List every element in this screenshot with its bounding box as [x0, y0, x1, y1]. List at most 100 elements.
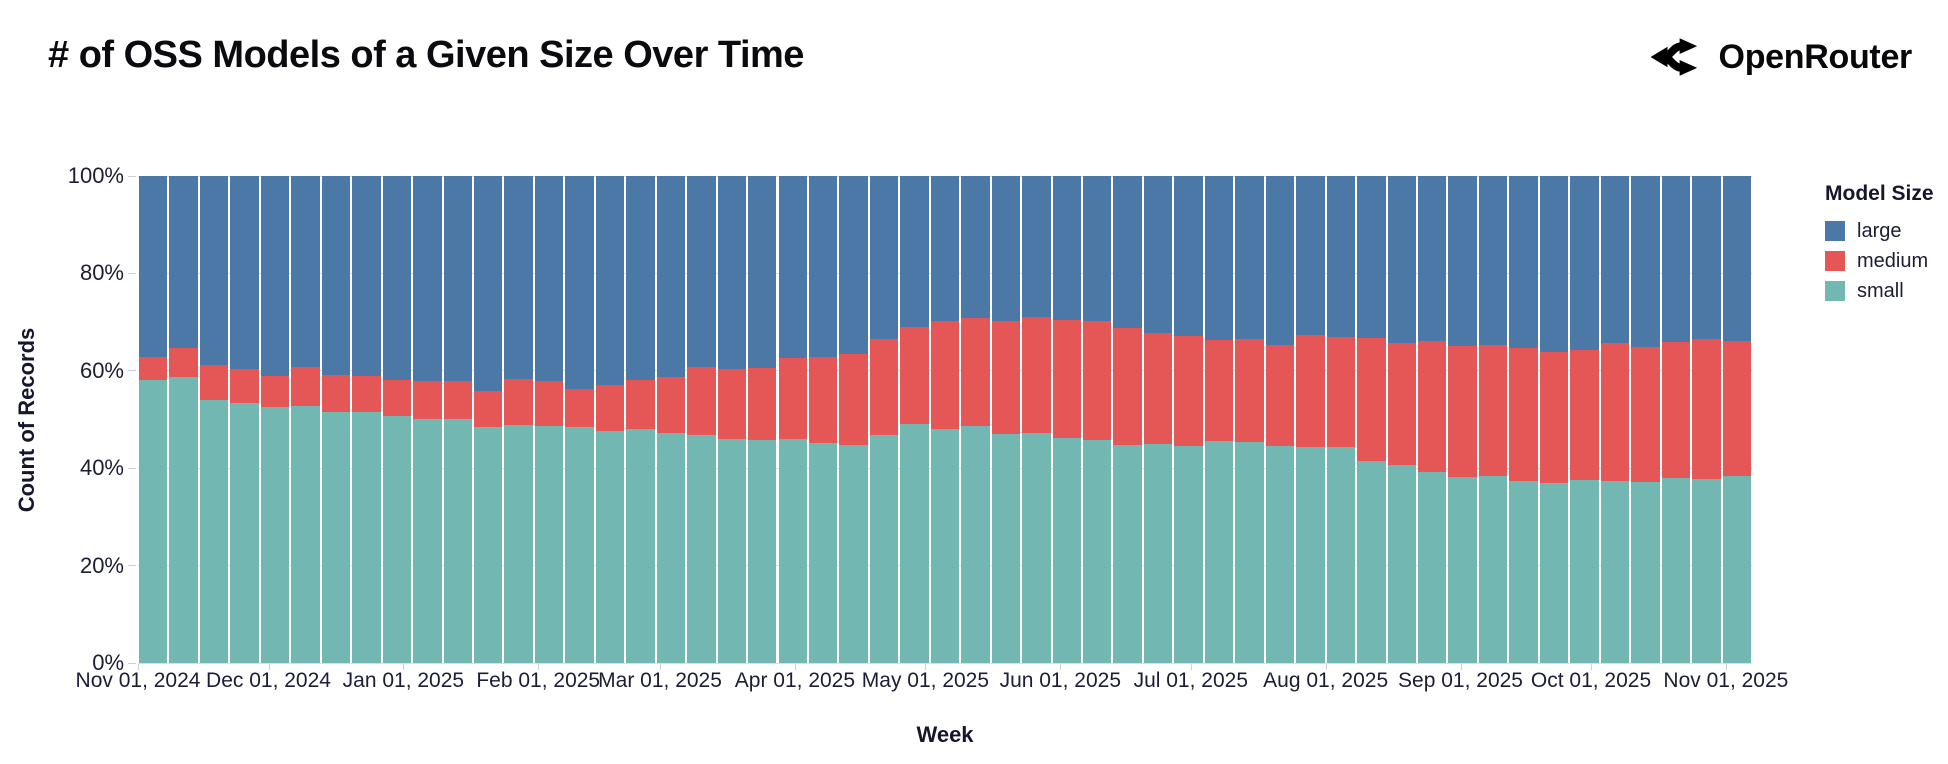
- bar-week-mar-14-2025[interactable]: [717, 176, 747, 663]
- bar-segment-large[interactable]: [443, 176, 472, 382]
- bar-segment-large[interactable]: [1296, 176, 1325, 336]
- bar-segment-large[interactable]: [1326, 176, 1356, 337]
- bar-segment-medium[interactable]: [534, 381, 564, 426]
- bar-segment-small[interactable]: [1357, 460, 1386, 663]
- bar-segment-large[interactable]: [1022, 176, 1051, 318]
- bar-segment-medium[interactable]: [1418, 341, 1447, 472]
- bar-week-apr-18-2025[interactable]: [869, 176, 899, 663]
- bar-segment-small[interactable]: [961, 425, 990, 663]
- bar-segment-small[interactable]: [321, 412, 351, 663]
- bar-segment-medium[interactable]: [839, 354, 868, 445]
- bar-week-may-16-2025[interactable]: [991, 176, 1021, 663]
- bar-week-may-09-2025[interactable]: [961, 176, 990, 663]
- bar-segment-medium[interactable]: [169, 348, 198, 378]
- bar-segment-medium[interactable]: [382, 379, 412, 416]
- bar-segment-small[interactable]: [1448, 477, 1477, 663]
- bar-segment-large[interactable]: [1539, 176, 1569, 352]
- bar-segment-small[interactable]: [1387, 464, 1416, 663]
- bar-segment-medium[interactable]: [565, 389, 594, 427]
- bar-week-mar-21-2025[interactable]: [748, 176, 777, 663]
- bar-week-may-30-2025[interactable]: [1052, 176, 1082, 663]
- openrouter-brand[interactable]: OpenRouter: [1647, 28, 1912, 86]
- bar-week-aug-01-2025[interactable]: [1326, 176, 1356, 663]
- bar-week-oct-24-2025[interactable]: [1692, 176, 1721, 663]
- bar-segment-medium[interactable]: [1539, 351, 1569, 483]
- bar-week-jul-18-2025[interactable]: [1265, 176, 1295, 663]
- bar-segment-small[interactable]: [199, 399, 229, 663]
- bar-segment-small[interactable]: [169, 377, 198, 663]
- bar-segment-medium[interactable]: [199, 365, 229, 400]
- bar-segment-large[interactable]: [565, 176, 594, 390]
- bar-segment-large[interactable]: [595, 176, 625, 385]
- bar-segment-medium[interactable]: [1326, 336, 1356, 448]
- bar-week-nov-08-2024[interactable]: [169, 176, 198, 663]
- bar-week-jul-04-2025[interactable]: [1204, 176, 1234, 663]
- bar-week-jan-03-2025[interactable]: [413, 176, 442, 663]
- bar-segment-medium[interactable]: [595, 384, 625, 431]
- bar-segment-large[interactable]: [1113, 176, 1142, 328]
- bar-week-jun-13-2025[interactable]: [1113, 176, 1142, 663]
- bar-segment-large[interactable]: [1448, 176, 1477, 346]
- bar-segment-small[interactable]: [839, 444, 868, 663]
- bar-segment-medium[interactable]: [808, 357, 838, 443]
- bar-segment-large[interactable]: [169, 176, 198, 349]
- bar-week-may-23-2025[interactable]: [1022, 176, 1051, 663]
- bar-week-jan-10-2025[interactable]: [443, 176, 472, 663]
- bar-week-mar-28-2025[interactable]: [778, 176, 807, 663]
- bar-segment-large[interactable]: [1600, 176, 1630, 343]
- bar-segment-large[interactable]: [687, 176, 716, 368]
- bar-segment-small[interactable]: [443, 419, 472, 663]
- bar-segment-large[interactable]: [1722, 176, 1751, 342]
- bar-segment-large[interactable]: [991, 176, 1021, 321]
- bar-week-oct-03-2025[interactable]: [1600, 176, 1630, 663]
- bar-week-apr-25-2025[interactable]: [900, 176, 929, 663]
- bar-segment-medium[interactable]: [1235, 339, 1264, 442]
- bar-week-sep-12-2025[interactable]: [1509, 176, 1538, 663]
- bar-segment-medium[interactable]: [748, 367, 777, 440]
- bar-segment-large[interactable]: [1143, 176, 1173, 333]
- bar-segment-large[interactable]: [748, 176, 777, 368]
- bar-week-jan-31-2025[interactable]: [534, 176, 564, 663]
- bar-week-may-02-2025[interactable]: [930, 176, 960, 663]
- bar-segment-small[interactable]: [291, 405, 320, 663]
- bar-week-dec-13-2024[interactable]: [321, 176, 351, 663]
- bar-segment-medium[interactable]: [413, 381, 442, 419]
- bar-segment-small[interactable]: [1478, 476, 1508, 663]
- legend-item-small[interactable]: small: [1825, 281, 1934, 301]
- bar-week-aug-15-2025[interactable]: [1387, 176, 1416, 663]
- bar-segment-medium[interactable]: [1448, 345, 1477, 478]
- legend-item-medium[interactable]: medium: [1825, 251, 1934, 271]
- bar-segment-medium[interactable]: [1570, 349, 1599, 480]
- bar-segment-medium[interactable]: [321, 375, 351, 413]
- bar-segment-large[interactable]: [1235, 176, 1264, 340]
- bar-segment-small[interactable]: [413, 419, 442, 663]
- bar-segment-large[interactable]: [1661, 176, 1691, 342]
- bar-week-oct-10-2025[interactable]: [1631, 176, 1660, 663]
- bar-segment-medium[interactable]: [1387, 342, 1416, 465]
- bar-segment-large[interactable]: [1052, 176, 1082, 321]
- bar-week-jan-24-2025[interactable]: [504, 176, 533, 663]
- bar-week-apr-04-2025[interactable]: [808, 176, 838, 663]
- bar-week-oct-17-2025[interactable]: [1661, 176, 1691, 663]
- bar-segment-small[interactable]: [565, 426, 594, 663]
- bar-week-sep-19-2025[interactable]: [1539, 176, 1569, 663]
- bar-segment-large[interactable]: [1570, 176, 1599, 350]
- bar-week-oct-31-2025[interactable]: [1722, 176, 1751, 663]
- bar-segment-medium[interactable]: [443, 381, 472, 419]
- bar-segment-small[interactable]: [717, 439, 747, 663]
- bar-week-nov-01-2024[interactable]: [139, 176, 168, 663]
- bar-segment-small[interactable]: [1418, 471, 1447, 663]
- bar-segment-medium[interactable]: [1509, 348, 1538, 481]
- bar-segment-medium[interactable]: [991, 320, 1021, 435]
- bar-segment-medium[interactable]: [1722, 341, 1751, 477]
- bar-segment-medium[interactable]: [869, 339, 899, 436]
- bar-segment-small[interactable]: [534, 425, 564, 663]
- bar-week-dec-27-2024[interactable]: [382, 176, 412, 663]
- bar-segment-medium[interactable]: [1692, 339, 1721, 480]
- bar-segment-large[interactable]: [626, 176, 655, 381]
- bar-segment-medium[interactable]: [1631, 347, 1660, 482]
- bar-segment-medium[interactable]: [1265, 344, 1295, 446]
- bar-week-jun-06-2025[interactable]: [1083, 176, 1112, 663]
- bar-week-nov-22-2024[interactable]: [230, 176, 259, 663]
- bar-segment-small[interactable]: [1143, 443, 1173, 663]
